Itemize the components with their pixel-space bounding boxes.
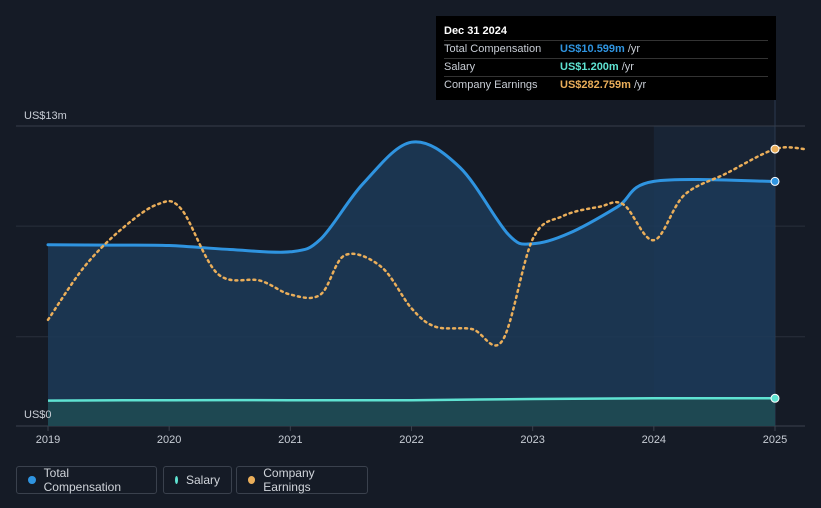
x-tick-label: 2022: [399, 434, 423, 446]
total-compensation-line: [46, 140, 777, 254]
tooltip-value: US$282.759m: [560, 79, 631, 91]
x-tick-label: 2020: [157, 434, 181, 446]
salary-marker: [770, 393, 780, 403]
y-axis-label-bottom: US$0: [24, 409, 52, 421]
company-earnings-line: [46, 146, 807, 347]
company-earnings-marker: [770, 144, 780, 154]
total-compensation-marker: [770, 176, 780, 186]
salary-area: [48, 398, 775, 426]
tooltip-row-salary: Salary US$1.200m /yr: [444, 59, 768, 77]
tooltip-label: Total Compensation: [444, 43, 542, 55]
x-tick-label: 2025: [763, 434, 787, 446]
total-compensation-area: [48, 141, 775, 427]
tooltip-unit: /yr: [621, 61, 634, 73]
salary-line: [47, 397, 776, 402]
legend-dot: [248, 476, 256, 484]
tooltip-value: US$10.599m: [560, 43, 625, 55]
tooltip-value: US$1.200m: [560, 61, 619, 73]
legend-dot: [28, 476, 36, 484]
tooltip-unit: /yr: [633, 79, 647, 91]
tooltip-date: Dec 31 2024: [444, 22, 768, 41]
tooltip-label: Company Earnings: [444, 79, 538, 91]
legend-label: Total Compensation: [43, 466, 122, 494]
y-axis-label-top: US$13m: [24, 110, 67, 122]
legend-item-total-compensation[interactable]: Total Compensation: [16, 466, 157, 494]
x-tick-label: 2021: [278, 434, 302, 446]
tooltip: Dec 31 2024 Total Compensation US$10.599…: [436, 16, 776, 100]
x-tick-label: 2019: [36, 434, 60, 446]
legend-item-salary[interactable]: Salary: [163, 466, 232, 494]
tooltip-row-total: Total Compensation US$10.599m /yr: [444, 41, 768, 59]
tooltip-unit: /yr: [627, 43, 641, 55]
legend-item-company-earnings[interactable]: Company Earnings: [236, 466, 368, 494]
tooltip-label: Salary: [444, 61, 476, 73]
x-tick-label: 2023: [520, 434, 544, 446]
legend-dot: [175, 476, 178, 484]
legend-label: Company Earnings: [263, 466, 315, 494]
tooltip-row-earnings: Company Earnings US$282.759m /yr: [444, 77, 768, 94]
legend-label: Salary: [185, 473, 220, 487]
x-tick-label: 2024: [642, 434, 666, 446]
